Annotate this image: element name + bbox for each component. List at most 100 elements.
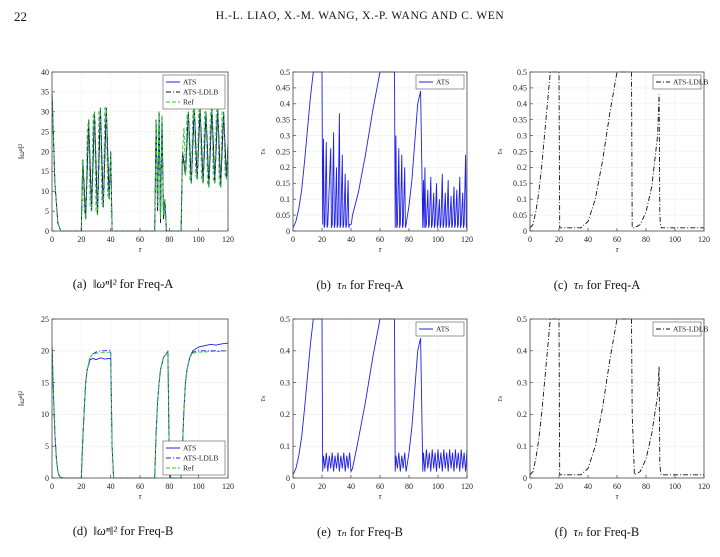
y-tick-label: 0.2: [280, 163, 290, 172]
x-tick-label: 80: [405, 235, 413, 244]
y-tick-label: 0.05: [513, 211, 527, 220]
legend: ATS-LDLB: [652, 321, 708, 337]
y-axis-label: τₙ: [258, 395, 267, 401]
x-tick-label: 100: [432, 482, 444, 491]
x-tick-label: 20: [318, 235, 326, 244]
y-tick-label: 0: [45, 227, 49, 236]
caption-c: (c) τₙ for Freq-A: [553, 278, 641, 292]
x-tick-label: 120: [222, 482, 234, 491]
chart-f: 0 20 40 60 80 100 120 0 0.1 0.2 0.3 0.4 0.5 τ τₙ ATS-LD…: [495, 315, 710, 501]
y-axis-label: τₙ: [258, 148, 267, 154]
legend-label: ATS: [436, 78, 449, 87]
x-axis-label: τ: [616, 245, 620, 254]
x-tick-label: 40: [584, 235, 592, 244]
y-tick-label: 0.1: [280, 442, 290, 451]
y-tick-label: 15: [41, 167, 49, 176]
y-tick-label: 0.1: [517, 442, 527, 451]
y-tick-label: 0.2: [280, 410, 290, 419]
y-tick-label: 0.3: [517, 131, 527, 140]
x-tick-label: 80: [642, 482, 650, 491]
y-tick-label: 0.4: [280, 347, 290, 356]
legend-label: Ref: [183, 464, 194, 473]
y-tick-label: 0.4: [517, 100, 527, 109]
x-tick-label: 0: [528, 235, 532, 244]
y-axis-label: ‖ωⁿ‖²: [17, 390, 26, 406]
x-tick-label: 40: [107, 235, 115, 244]
legend-box: [652, 321, 702, 337]
y-tick-label: 0.25: [513, 147, 527, 156]
y-tick-label: 0.2: [517, 410, 527, 419]
legend-label: ATS-LDLB: [673, 78, 708, 87]
y-tick-label: 25: [41, 315, 49, 324]
caption-f: (f) τₙ for Freq-B: [554, 525, 640, 539]
x-tick-label: 40: [347, 235, 355, 244]
x-tick-label: 100: [432, 235, 444, 244]
y-tick-label: 0.15: [513, 179, 527, 188]
y-tick-label: 0.4: [280, 100, 290, 109]
x-tick-label: 80: [165, 235, 173, 244]
x-tick-label: 20: [555, 235, 563, 244]
legend-label: ATS-LDLB: [183, 88, 218, 97]
y-tick-label: 0: [45, 474, 49, 483]
legend-box: [415, 74, 465, 90]
running-head: H.-L. LIAO, X.-M. WANG, X.-P. WANG AND C…: [215, 10, 505, 22]
legend: ATS: [415, 321, 465, 337]
y-tick-label: 0.5: [280, 68, 290, 77]
x-tick-label: 0: [291, 235, 295, 244]
x-tick-label: 40: [347, 482, 355, 491]
axes-frame: [529, 318, 705, 479]
x-tick-label: 120: [698, 235, 710, 244]
legend-label: Ref: [183, 98, 194, 107]
x-tick-label: 60: [376, 235, 384, 244]
legend-label: ATS-LDLB: [183, 454, 218, 463]
x-tick-label: 120: [461, 482, 473, 491]
x-tick-label: 100: [193, 235, 205, 244]
x-tick-label: 60: [613, 235, 621, 244]
y-tick-label: 0.35: [513, 116, 527, 125]
y-axis-label: τₙ: [495, 395, 504, 401]
y-tick-label: 0: [523, 474, 527, 483]
y-tick-label: 0.3: [517, 378, 527, 387]
figure-panel-a: 0 20 40 60 80 100 120 0 5 10 15 20 25 30 35 40 τ ‖ωⁿ‖² ATS…: [8, 55, 238, 310]
chart-e: 0 20 40 60 80 100 120 0 0.1 0.2 0.3 0.4 0.5 τ τₙ ATS: [258, 315, 473, 501]
figure-panel-f: 0 20 40 60 80 100 120 0 0.1 0.2 0.3 0.4 0.5 τ τₙ ATS-LD…: [482, 302, 712, 557]
y-tick-label: 5: [45, 442, 49, 451]
legend-label: ATS: [183, 78, 196, 87]
chart-c: 0 20 40 60 80 100 120 0 0.05 0.1 0.15 0.2 0.25 0.3 0.3…: [495, 68, 710, 254]
y-tick-label: 40: [41, 68, 49, 77]
figure-panel-b: 0 20 40 60 80 100 120 0 0.05 0.1 0.15 0.2 0.25 0.3 0.3…: [245, 55, 475, 310]
x-tick-label: 40: [107, 482, 115, 491]
y-tick-label: 30: [41, 108, 49, 117]
caption-e: (e) τₙ for Freq-B: [317, 525, 403, 539]
chart-a: 0 20 40 60 80 100 120 0 5 10 15 20 25 30 35 40 τ ‖ωⁿ‖² ATS…: [17, 68, 234, 254]
x-tick-label: 0: [50, 482, 54, 491]
y-tick-label: 0.5: [517, 68, 527, 77]
y-tick-label: 0.45: [276, 84, 290, 93]
x-tick-label: 80: [642, 235, 650, 244]
chart-b: 0 20 40 60 80 100 120 0 0.05 0.1 0.15 0.2 0.25 0.3 0.3…: [258, 68, 473, 254]
x-tick-label: 80: [405, 482, 413, 491]
x-tick-label: 20: [318, 482, 326, 491]
y-tick-label: 25: [41, 127, 49, 136]
y-tick-label: 10: [41, 187, 49, 196]
x-tick-label: 60: [376, 482, 384, 491]
x-tick-label: 0: [50, 235, 54, 244]
y-tick-label: 0.1: [517, 195, 527, 204]
legend-label: ATS: [436, 325, 449, 334]
y-tick-label: 0: [286, 474, 290, 483]
y-axis-label: ‖ωⁿ‖²: [17, 143, 26, 159]
y-tick-label: 0.2: [517, 163, 527, 172]
x-axis-label: τ: [379, 492, 383, 501]
y-tick-label: 0.05: [276, 211, 290, 220]
y-tick-label: 20: [41, 147, 49, 156]
x-tick-label: 60: [136, 235, 144, 244]
y-tick-label: 35: [41, 88, 49, 97]
y-tick-label: 0.4: [517, 347, 527, 356]
legend-label: ATS-LDLB: [673, 325, 708, 334]
x-tick-label: 60: [613, 482, 621, 491]
x-tick-label: 0: [528, 482, 532, 491]
x-tick-label: 120: [698, 482, 710, 491]
caption-a: (a) ‖ωⁿ‖² for Freq-A: [72, 277, 174, 291]
legend-box: [652, 74, 702, 90]
